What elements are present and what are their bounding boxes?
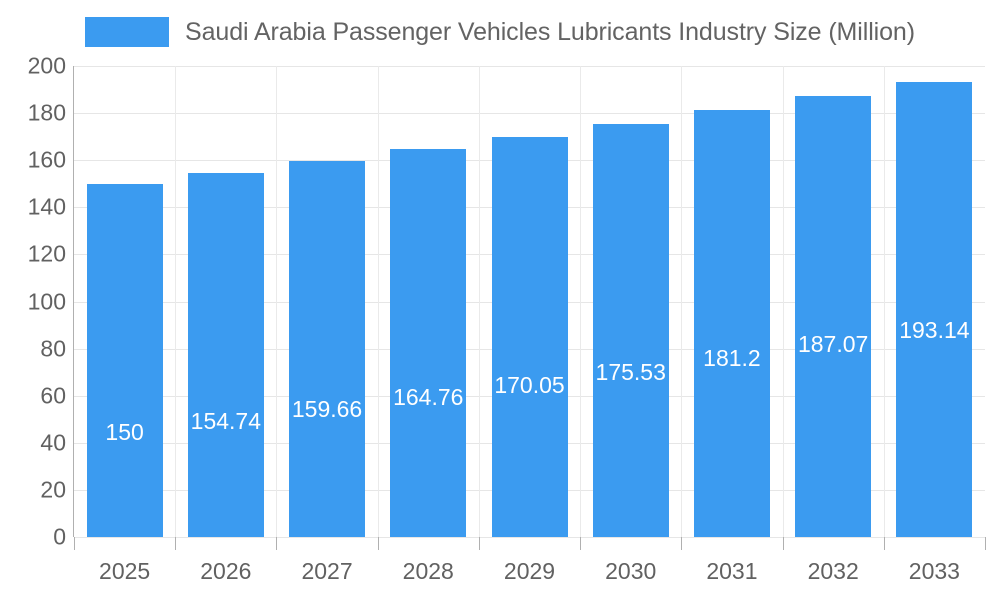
x-axis-tick-mark [884,537,885,550]
y-axis-tick-label: 60 [40,382,66,409]
bar-value-label: 181.2 [703,345,761,372]
bar-value-label: 170.05 [494,371,565,398]
legend-item[interactable]: Saudi Arabia Passenger Vehicles Lubrican… [85,17,915,47]
bar[interactable] [86,183,163,537]
x-axis-tick-mark [681,537,682,550]
bar[interactable] [592,123,669,537]
x-axis-tick-mark [175,537,176,550]
plot-area: 150 154.74 159.66 164.76 170.05 175.53 181.2 18… [74,66,985,538]
bar-value-label: 150 [105,418,144,445]
bar[interactable] [187,172,264,537]
bar-value-label: 159.66 [291,396,363,422]
y-axis-tick-label: 40 [40,429,66,456]
y-axis-tick-labels: 0 20 40 60 80 100 120 140 160 180 200 [0,0,66,600]
y-axis-tick-label: 180 [27,99,66,126]
y-axis-tick-label: 200 [27,52,66,79]
bar[interactable] [693,110,770,537]
x-axis-tick-mark [276,537,277,550]
x-axis-tick-mark [580,537,581,550]
x-axis-tick-label: 2031 [706,558,758,584]
gridline-vertical [276,66,277,537]
x-axis-tick-label: 2026 [200,558,252,584]
bar-value-label: 164.76 [393,383,464,410]
gridline-horizontal [74,537,985,538]
bar[interactable] [491,136,568,537]
bar-value-label: 154.74 [190,407,262,434]
gridline-vertical [580,66,581,537]
gridline-horizontal [74,66,985,67]
x-axis-tick-label: 2029 [503,558,556,584]
bar-value-label: 187.07 [797,331,869,358]
gridline-vertical [884,66,885,537]
bar[interactable] [289,161,366,537]
x-axis-tick-mark [479,537,480,550]
x-axis-tick-mark [985,537,986,550]
bar-value-label: 193.14 [899,317,970,344]
x-axis-tick-mark [783,537,784,550]
gridline-vertical [681,66,682,537]
x-axis-tick-label: 2025 [99,558,151,584]
x-axis-tick-label: 2033 [908,558,960,584]
y-axis-tick-label: 160 [27,146,66,173]
gridline-vertical [175,66,176,537]
bar[interactable] [795,96,872,537]
x-axis-tick-mark [74,537,75,550]
bar[interactable] [390,148,467,537]
y-axis-line [73,66,74,537]
bar-value-label: 175.53 [595,358,666,385]
bar[interactable] [896,82,973,537]
x-axis-tick-label: 2027 [301,558,353,584]
gridline-vertical [783,66,784,537]
gridline-vertical [378,66,379,537]
y-axis-tick-label: 20 [40,476,66,503]
y-axis-tick-label: 80 [40,335,66,362]
gridline-horizontal [74,113,985,115]
x-axis-tick-mark [378,537,379,550]
y-axis-tick-label: 100 [27,288,66,314]
x-axis-tick-label: 2032 [807,558,859,584]
gridline-vertical [479,66,480,537]
y-axis-tick-label: 140 [27,193,66,220]
y-axis-tick-label: 120 [27,240,66,267]
y-axis-tick-label: 0 [53,523,66,550]
chart-legend: Saudi Arabia Passenger Vehicles Lubrican… [0,0,1000,64]
legend-label: Saudi Arabia Passenger Vehicles Lubrican… [185,17,915,46]
legend-color-swatch [85,17,170,47]
x-axis-tick-label: 2028 [402,558,454,584]
x-axis-tick-label: 2030 [605,558,657,584]
